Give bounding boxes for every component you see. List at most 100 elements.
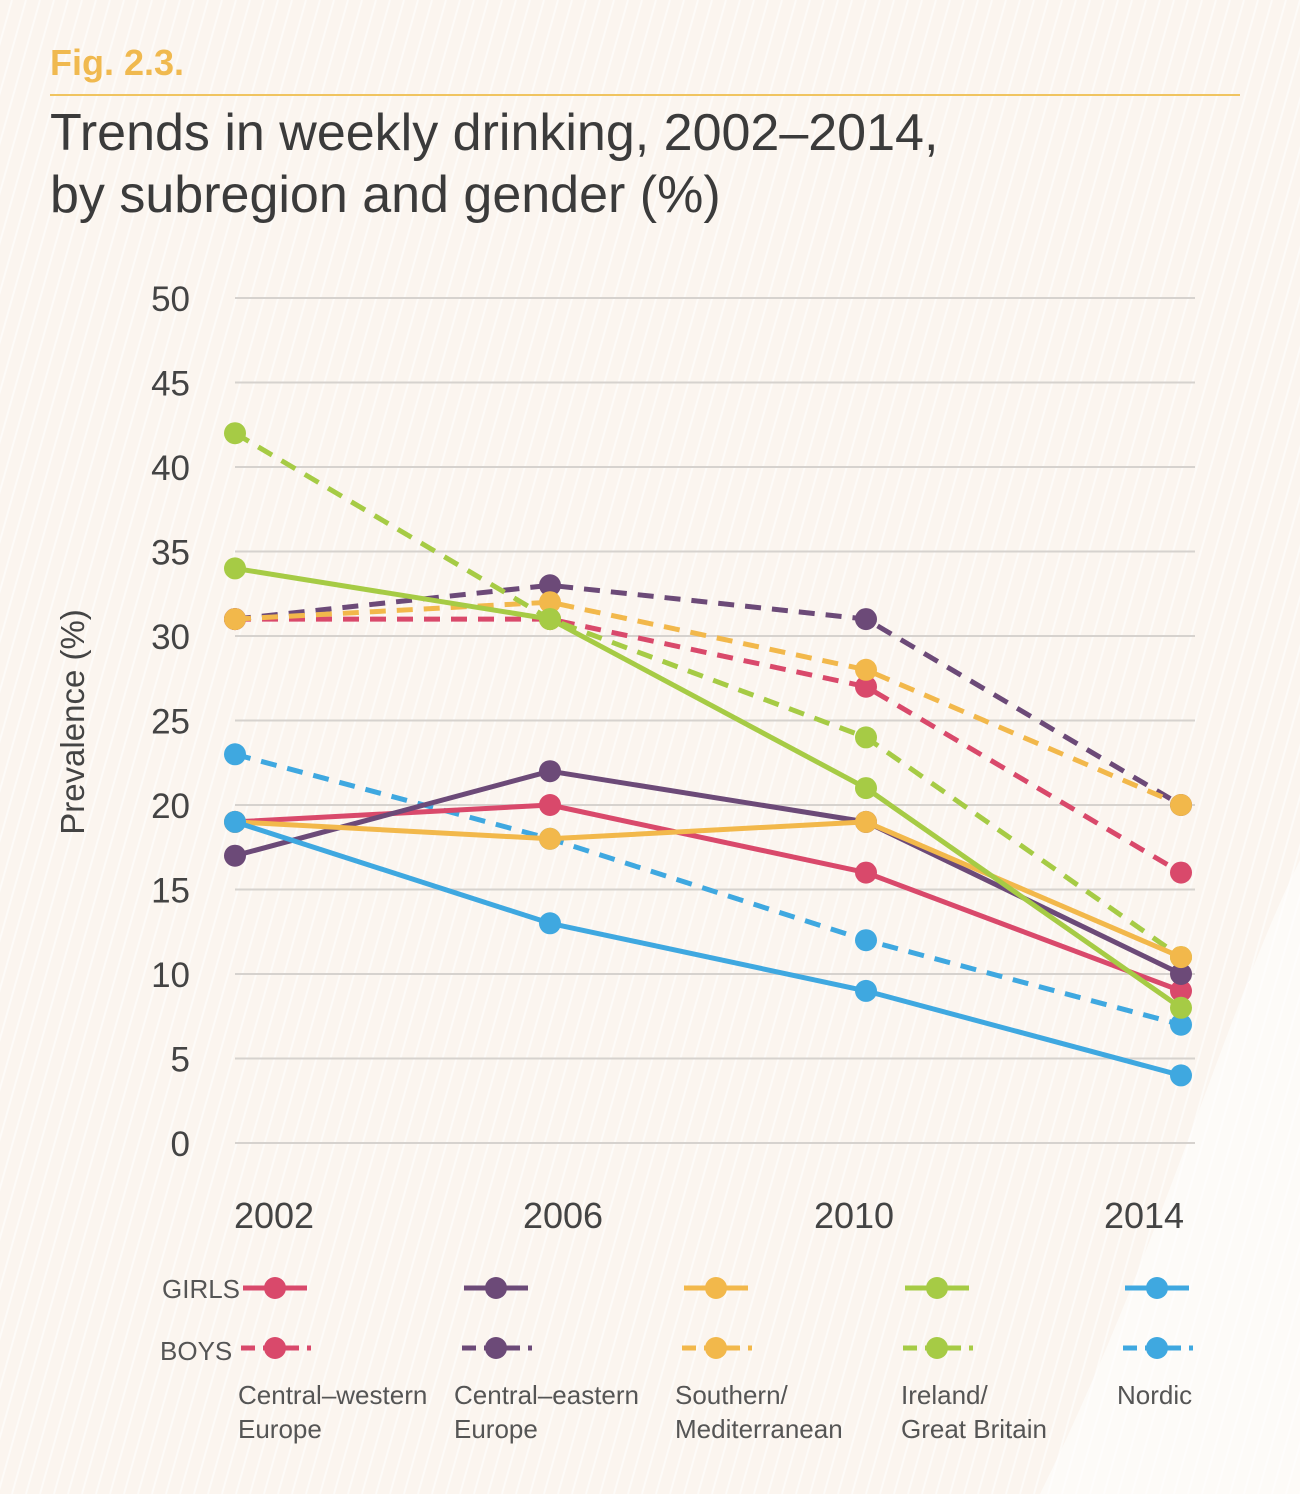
bg-texture-line [53, 0, 475, 1494]
bg-texture-line [277, 0, 699, 1494]
y-tick-label: 5 [171, 1041, 190, 1080]
chart-title-line2: by subregion and gender (%) [50, 166, 721, 224]
y-tick-label: 0 [171, 1125, 190, 1164]
series-line [234, 768, 1183, 977]
y-tick-label: 15 [151, 872, 190, 911]
bg-texture-line [893, 46, 1300, 1494]
legend-region-nordic: Nordic [1117, 1378, 1192, 1412]
bg-texture-line [935, 195, 1300, 1494]
legend-region-line2: Europe [454, 1414, 538, 1444]
series-line [235, 616, 1183, 875]
bg-texture-line [431, 0, 853, 1494]
data-point [1170, 979, 1192, 1002]
bg-texture-line [235, 0, 657, 1494]
legend-girls-dot [926, 1277, 948, 1299]
bg-texture-line [501, 0, 923, 1494]
bg-texture-line [837, 0, 1259, 1494]
chart-title: Trends in weekly drinking, 2002–2014, by… [50, 102, 1150, 226]
bg-texture-line [739, 0, 1161, 1494]
x-tick-label: 2006 [523, 1195, 603, 1236]
y-tick-label: 40 [151, 449, 190, 488]
figure-label: Fig. 2.3. [50, 42, 185, 83]
legend-girls-dot [485, 1277, 507, 1299]
data-point [539, 760, 561, 783]
data-point [539, 912, 561, 935]
bg-texture-line [585, 0, 1007, 1494]
bg-texture-line [291, 0, 713, 1494]
bg-texture-line [1033, 544, 1300, 1494]
data-point [1170, 1064, 1192, 1087]
bg-texture-line [0, 0, 321, 1142]
legend-girls-dot [705, 1277, 727, 1299]
bg-texture-line [151, 0, 573, 1494]
data-point [855, 675, 877, 698]
bg-texture-line [515, 0, 937, 1494]
bg-texture-line [347, 0, 769, 1494]
y-tick-label: 30 [151, 618, 190, 657]
bg-texture-line [473, 0, 895, 1494]
data-point [855, 929, 877, 952]
legend-region-ireland-gb: Ireland/ Great Britain [901, 1378, 1047, 1446]
bg-texture-line [221, 0, 643, 1494]
bg-texture-line [445, 0, 867, 1494]
bg-texture-line [0, 0, 167, 595]
data-point [855, 658, 877, 681]
bg-texture-line [389, 0, 811, 1494]
bg-texture-line [123, 0, 545, 1494]
bg-texture-line [879, 0, 1300, 1494]
legend-region-central-eastern: Central–eastern Europe [454, 1378, 639, 1446]
data-point [224, 608, 246, 631]
bg-texture-line [0, 0, 181, 644]
bg-texture-line [697, 0, 1119, 1494]
bg-texture-line [921, 145, 1300, 1494]
data-point [224, 810, 246, 833]
bg-texture-line [767, 0, 1189, 1494]
bg-texture-line [753, 0, 1175, 1494]
bg-texture-line [11, 0, 433, 1494]
y-tick-label: 25 [151, 703, 190, 742]
bg-texture-line [1061, 643, 1300, 1494]
bg-texture-line [1019, 494, 1300, 1494]
y-axis-label: Prevalence (%) [54, 609, 91, 835]
legend-boys-dot [264, 1337, 286, 1359]
bg-texture-line [0, 0, 419, 1491]
y-tick-label: 10 [151, 956, 190, 995]
legend-region-southern: Southern/ Mediterranean [675, 1378, 843, 1446]
bg-texture-line [543, 0, 965, 1494]
data-point [224, 844, 246, 867]
data-point [1170, 946, 1192, 969]
bg-texture-line [81, 0, 503, 1494]
legend-region-line1: Central–western [238, 1380, 428, 1410]
bg-texture-line [0, 0, 223, 794]
bg-texture-line [641, 0, 1063, 1494]
legend-girls-label: GIRLS [162, 1274, 241, 1304]
bg-texture-line [977, 344, 1300, 1494]
bg-texture-line [207, 0, 629, 1494]
y-tick-label: 20 [151, 787, 190, 826]
bg-texture-line [823, 0, 1245, 1494]
legend-boys-dot [1146, 1337, 1168, 1359]
y-tick-label: 45 [151, 365, 190, 404]
legend-region-central-western: Central–western Europe [238, 1378, 427, 1446]
bg-texture-line [0, 0, 139, 495]
data-point [855, 861, 877, 884]
bg-texture-line [305, 0, 727, 1494]
bg-texture-line [571, 0, 993, 1494]
legend-girls-dot [264, 1277, 286, 1299]
bg-texture-line [0, 0, 97, 346]
bg-texture-line [795, 0, 1217, 1494]
bg-texture-line [0, 0, 377, 1342]
data-point [539, 794, 561, 816]
bg-texture-line [0, 0, 251, 893]
bg-texture-line [319, 0, 741, 1494]
data-point [1170, 861, 1192, 884]
bg-texture-line [1075, 693, 1300, 1494]
bg-texture-line [0, 0, 349, 1242]
legend-region-line1: Central–eastern [454, 1380, 639, 1410]
bg-wedge [1040, 860, 1300, 1494]
bg-texture-line [0, 0, 391, 1391]
y-tick-label: 35 [151, 534, 190, 573]
bg-texture-line [109, 0, 531, 1494]
